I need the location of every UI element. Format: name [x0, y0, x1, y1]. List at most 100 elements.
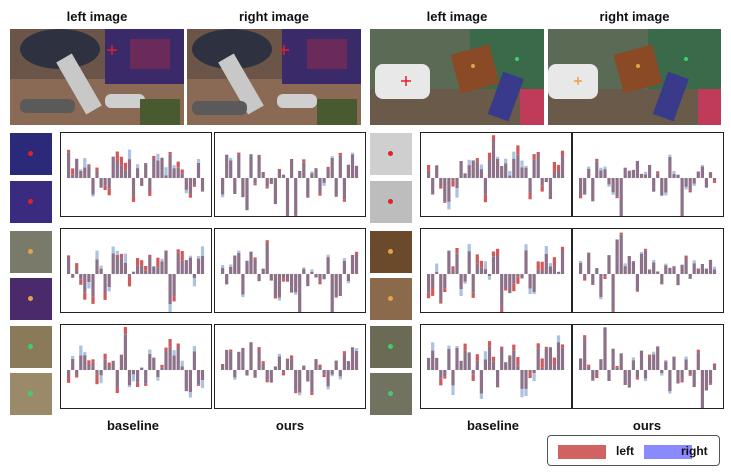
overlap-bar [587, 366, 591, 370]
left-bar [536, 343, 540, 349]
overlap-bar [111, 360, 115, 370]
overlap-bar [95, 259, 99, 274]
left-bar [265, 379, 269, 383]
scene2-left-photo [370, 29, 544, 125]
overlap-bar [310, 271, 314, 274]
right-bar [544, 246, 548, 254]
overlap-bar [496, 370, 500, 388]
right-bar [326, 386, 330, 390]
left-bar [67, 255, 71, 258]
left-bar [172, 296, 176, 302]
left-bar [708, 383, 713, 385]
overlap-bar [196, 258, 201, 274]
overlap-bar [290, 358, 294, 370]
overlap-bar [664, 178, 668, 193]
overlap-bar [192, 351, 196, 370]
right-bar [487, 276, 492, 280]
overlap-bar [257, 349, 261, 370]
left-bar [635, 377, 639, 380]
patch-thumbnail [10, 133, 52, 175]
overlap-bar [237, 154, 241, 178]
overlap-bar [676, 274, 680, 286]
overlap-bar [164, 350, 168, 370]
overlap-bar [148, 354, 152, 370]
overlap-bar [334, 178, 338, 197]
right-bar [127, 385, 132, 388]
overlap-bar [322, 370, 326, 375]
right-bar [156, 153, 160, 161]
left-bar [579, 195, 583, 199]
overlap-bar [152, 158, 156, 178]
dot-marker-icon [388, 296, 393, 301]
dot-marker-icon [28, 391, 33, 396]
overlap-bar [660, 370, 664, 374]
overlap-bar [516, 365, 520, 370]
overlap-bar [619, 353, 623, 370]
overlap-bar [544, 253, 548, 274]
overlap-bar [712, 365, 717, 370]
overlap-bar [668, 267, 672, 274]
overlap-bar [532, 274, 536, 293]
baseline-descriptor-chart [420, 324, 572, 409]
overlap-bar [611, 274, 615, 312]
right-bar [229, 157, 233, 161]
overlap-bar [330, 274, 334, 312]
right-bar [99, 265, 103, 269]
right-bar [496, 156, 500, 159]
overlap-bar [672, 173, 676, 178]
right-bar [532, 373, 536, 382]
left-bar [310, 392, 314, 395]
overlap-bar [249, 251, 253, 274]
right-bar [483, 351, 487, 360]
overlap-bar [540, 178, 544, 186]
overlap-bar [504, 362, 508, 370]
overlap-bar [314, 168, 318, 178]
left-bar [180, 169, 184, 174]
overlap-bar [172, 274, 176, 297]
overlap-bar [285, 274, 290, 282]
overlap-bar [148, 257, 152, 274]
patch-thumbnail [370, 181, 412, 223]
overlap-bar [459, 161, 463, 178]
left-bar [318, 364, 322, 367]
overlap-bar [648, 269, 652, 274]
left-bar [148, 190, 152, 196]
overlap-bar [160, 367, 164, 370]
overlap-bar [615, 178, 619, 197]
overlap-bar [516, 274, 520, 277]
right-bar [354, 348, 359, 351]
right-bar [603, 166, 607, 170]
right-bar [643, 378, 648, 382]
overlap-bar [660, 274, 664, 285]
right-bar [200, 246, 205, 256]
right-bar [172, 350, 176, 356]
dot-marker-icon [388, 151, 393, 156]
left-bar [643, 248, 648, 251]
overlap-bar [631, 261, 635, 274]
ours-descriptor-chart [572, 132, 724, 217]
overlap-bar [439, 178, 443, 186]
right-bar [479, 393, 483, 399]
overlap-bar [281, 174, 286, 178]
overlap-bar [615, 239, 619, 274]
overlap-bar [229, 267, 233, 274]
overlap-bar [487, 274, 492, 277]
left-bar [560, 150, 565, 156]
right-bar [652, 351, 656, 355]
overlap-bar [479, 267, 483, 274]
left-bar [427, 292, 431, 299]
right-bar [607, 184, 611, 187]
left-bar [253, 183, 257, 186]
patch-thumbnail [370, 231, 412, 273]
overlap-bar [479, 370, 483, 394]
overlap-bar [75, 370, 79, 375]
overlap-bar [524, 250, 528, 274]
left-bar [123, 162, 127, 171]
right-bar [664, 263, 668, 266]
overlap-bar [607, 178, 611, 185]
dot-marker-icon [28, 151, 33, 156]
overlap-bar [103, 359, 107, 370]
patch-thumbnail [10, 373, 52, 415]
left-bar [439, 185, 443, 189]
overlap-bar [350, 255, 355, 274]
